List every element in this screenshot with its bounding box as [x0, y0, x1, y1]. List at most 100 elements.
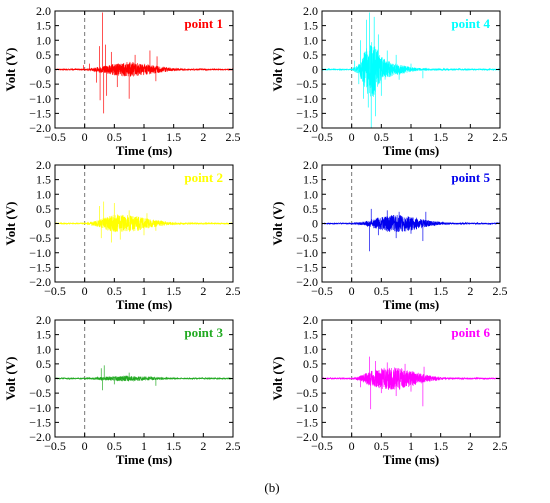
x-tick-label: 1.5: [166, 284, 181, 298]
point-label: point 4: [451, 16, 490, 31]
y-axis-label: Volt (V): [3, 357, 18, 401]
y-tick-label: 0.5: [36, 357, 51, 371]
panel-point-3: 2.01.51.00.50−0.5−1.0−1.5−2.0−0.5 0 0.5 1 1.…: [3, 313, 241, 467]
x-tick-label: 1: [141, 439, 147, 453]
x-tick-label: 1: [408, 284, 414, 298]
y-tick-label: 0: [45, 63, 51, 77]
x-axis-label: Time (ms): [383, 297, 439, 312]
y-tick-label: 0: [45, 217, 51, 231]
y-tick-label: −2.0: [296, 430, 318, 444]
y-tick-label: 1.5: [303, 328, 318, 342]
y-tick-label: 1.5: [36, 328, 51, 342]
point-label: point 6: [451, 325, 490, 340]
y-tick-label: −1.5: [296, 260, 318, 274]
y-tick-label: 2.0: [303, 4, 318, 18]
y-tick-label: 1.5: [303, 173, 318, 187]
signal-trace: [321, 214, 501, 232]
x-axis-label: Time (ms): [383, 143, 439, 158]
y-tick-label: 2.0: [36, 158, 51, 172]
x-tick-label: 0: [349, 439, 355, 453]
signal-trace: [54, 61, 234, 77]
x-tick-label: 1: [408, 439, 414, 453]
y-tick-label: −2.0: [29, 430, 51, 444]
panel-point-4: 2.01.51.00.50−0.5−1.0−1.5−2.0−0.5 0 0.5 1 1.…: [270, 4, 508, 158]
point-label: point 2: [184, 170, 223, 185]
x-tick-label: 1.5: [166, 439, 181, 453]
y-tick-label: 2.0: [36, 4, 51, 18]
signal-trace: [54, 375, 234, 382]
y-tick-label: −0.5: [296, 231, 318, 245]
x-axis-label: Time (ms): [383, 452, 439, 467]
x-tick-label: 2.5: [493, 284, 508, 298]
y-tick-label: 2.0: [303, 313, 318, 327]
y-tick-label: 1.0: [36, 342, 51, 356]
y-tick-label: 1.0: [303, 33, 318, 47]
y-tick-label: −0.5: [29, 77, 51, 91]
x-axis-label: Time (ms): [116, 143, 172, 158]
x-tick-label: 1: [141, 284, 147, 298]
point-label: point 3: [184, 325, 223, 340]
x-tick-label: 2: [467, 130, 473, 144]
x-tick-label: 0.5: [107, 439, 122, 453]
panel-point-1: 2.01.51.00.50−0.5−1.0−1.5−2.0−0.5 0 0.5 1 1.…: [3, 4, 241, 158]
y-tick-label: 0.5: [303, 202, 318, 216]
x-tick-label: 0: [82, 284, 88, 298]
y-tick-label: 0: [312, 217, 318, 231]
y-tick-label: −1.5: [29, 415, 51, 429]
y-tick-label: 1.0: [36, 187, 51, 201]
y-tick-label: 2.0: [303, 158, 318, 172]
y-tick-label: −2.0: [296, 275, 318, 289]
y-tick-label: −1.0: [296, 246, 318, 260]
x-tick-label: 2: [200, 130, 206, 144]
x-tick-label: −0.5: [44, 130, 66, 144]
x-axis-label: Time (ms): [116, 452, 172, 467]
y-tick-label: 2.0: [36, 313, 51, 327]
y-tick-label: 0: [45, 372, 51, 386]
x-tick-label: 2: [467, 439, 473, 453]
y-tick-label: −1.5: [296, 415, 318, 429]
x-tick-label: −0.5: [44, 439, 66, 453]
x-tick-label: 0: [82, 439, 88, 453]
panels: 2.01.51.00.50−0.5−1.0−1.5−2.0−0.5 0 0.5 1 1.…: [3, 4, 508, 467]
x-tick-label: 2.5: [226, 439, 241, 453]
x-tick-label: 2: [200, 439, 206, 453]
x-tick-label: 0: [349, 130, 355, 144]
y-tick-label: 1.5: [303, 19, 318, 33]
panel-point-5: 2.01.51.00.50−0.5−1.0−1.5−2.0−0.5 0 0.5 1 1.…: [270, 158, 508, 312]
y-tick-label: 0.5: [36, 202, 51, 216]
y-axis-label: Volt (V): [270, 202, 285, 246]
x-tick-label: 2.5: [226, 284, 241, 298]
x-tick-label: 0.5: [374, 130, 389, 144]
y-tick-label: −1.5: [296, 106, 318, 120]
x-tick-label: 1.5: [433, 439, 448, 453]
y-tick-label: 0.5: [36, 48, 51, 62]
x-tick-label: 2.5: [493, 130, 508, 144]
x-tick-label: 0.5: [107, 284, 122, 298]
panel-point-2: 2.01.51.00.50−0.5−1.0−1.5−2.0−0.5 0 0.5 1 1.…: [3, 158, 241, 312]
y-axis-label: Volt (V): [3, 48, 18, 92]
y-tick-label: 1.5: [36, 173, 51, 187]
x-tick-label: 0.5: [374, 284, 389, 298]
x-tick-label: 2.5: [226, 130, 241, 144]
x-tick-label: −0.5: [44, 284, 66, 298]
panel-point-6: 2.01.51.00.50−0.5−1.0−1.5−2.0−0.5 0 0.5 1 1.…: [270, 313, 508, 467]
x-tick-label: −0.5: [311, 439, 333, 453]
x-tick-label: 1.5: [166, 130, 181, 144]
y-tick-label: −1.0: [296, 92, 318, 106]
x-axis-label: Time (ms): [116, 297, 172, 312]
y-tick-label: 1.5: [36, 19, 51, 33]
x-tick-label: 1.5: [433, 284, 448, 298]
y-tick-label: −1.0: [296, 401, 318, 415]
y-tick-label: −0.5: [296, 77, 318, 91]
y-tick-label: −1.5: [29, 260, 51, 274]
y-tick-label: −2.0: [29, 275, 51, 289]
y-tick-label: 0.5: [303, 357, 318, 371]
x-tick-label: 0.5: [374, 439, 389, 453]
x-tick-label: 2: [467, 284, 473, 298]
point-label: point 5: [451, 170, 490, 185]
x-tick-label: 1: [141, 130, 147, 144]
y-tick-label: −2.0: [29, 121, 51, 135]
x-tick-label: 2.5: [493, 439, 508, 453]
figure-caption: (b): [264, 480, 279, 495]
